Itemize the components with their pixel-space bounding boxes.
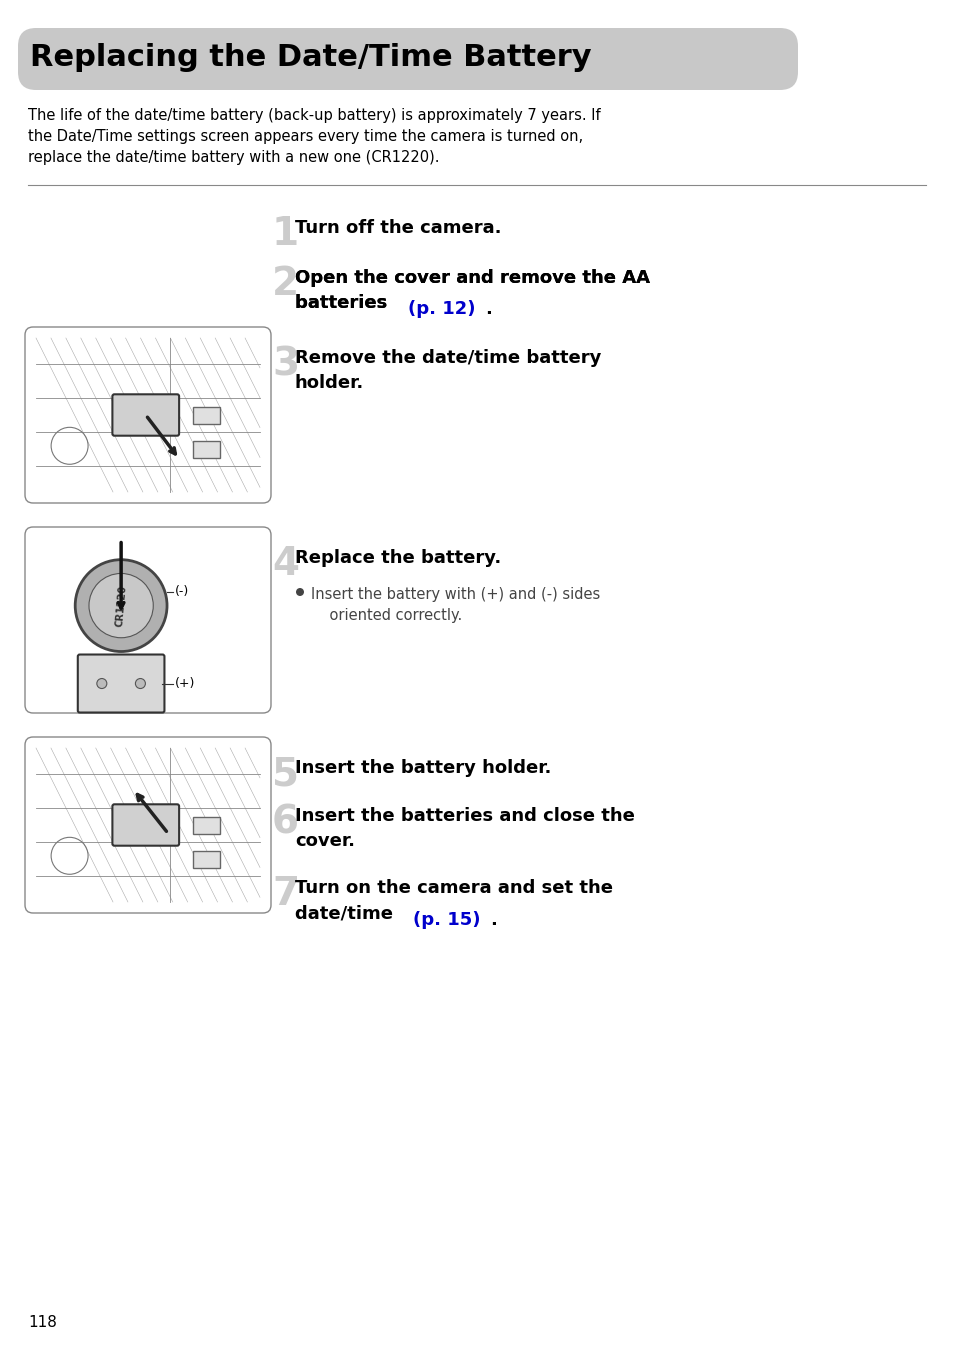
FancyBboxPatch shape — [25, 737, 271, 913]
Text: 1: 1 — [272, 215, 299, 253]
FancyBboxPatch shape — [78, 655, 164, 713]
Text: (p. 12): (p. 12) — [408, 300, 475, 317]
Text: (p. 15): (p. 15) — [413, 911, 480, 929]
Text: Turn off the camera.: Turn off the camera. — [294, 219, 501, 237]
Text: Open the cover and remove the AA
batteries: Open the cover and remove the AA batteri… — [294, 269, 649, 312]
Text: 4: 4 — [272, 545, 298, 582]
FancyBboxPatch shape — [18, 28, 797, 90]
FancyBboxPatch shape — [25, 327, 271, 503]
Circle shape — [97, 678, 107, 689]
Text: CR1220: CR1220 — [114, 584, 128, 627]
FancyBboxPatch shape — [25, 527, 271, 713]
Text: .: . — [484, 300, 492, 317]
Text: 6: 6 — [272, 803, 298, 841]
Text: Remove the date/time battery
holder.: Remove the date/time battery holder. — [294, 348, 600, 391]
Text: 5: 5 — [272, 755, 298, 794]
Bar — [193, 816, 219, 834]
Text: (-): (-) — [174, 585, 189, 599]
Text: 3: 3 — [272, 346, 299, 383]
Text: Insert the batteries and close the
cover.: Insert the batteries and close the cover… — [294, 807, 634, 850]
Text: (+): (+) — [174, 677, 195, 690]
Text: Insert the battery holder.: Insert the battery holder. — [294, 759, 551, 777]
Circle shape — [295, 588, 304, 596]
FancyBboxPatch shape — [112, 804, 179, 846]
Text: 2: 2 — [272, 265, 299, 303]
Text: .: . — [490, 911, 497, 929]
Circle shape — [135, 678, 145, 689]
Bar — [193, 441, 219, 457]
Text: Turn on the camera and set the
date/time: Turn on the camera and set the date/time — [294, 880, 613, 923]
Text: 7: 7 — [272, 876, 299, 913]
Circle shape — [89, 573, 153, 638]
Text: Replacing the Date/Time Battery: Replacing the Date/Time Battery — [30, 43, 591, 73]
Text: Open the cover and remove the AA
batteries: Open the cover and remove the AA batteri… — [294, 269, 649, 312]
Circle shape — [75, 560, 167, 651]
Text: Insert the battery with (+) and (-) sides
    oriented correctly.: Insert the battery with (+) and (-) side… — [311, 586, 599, 623]
Text: The life of the date/time battery (back-up battery) is approximately 7 years. If: The life of the date/time battery (back-… — [28, 108, 600, 165]
FancyBboxPatch shape — [112, 394, 179, 436]
Text: Replace the battery.: Replace the battery. — [294, 549, 500, 568]
Text: 118: 118 — [28, 1315, 57, 1330]
Bar — [193, 406, 219, 424]
Bar — [193, 850, 219, 868]
